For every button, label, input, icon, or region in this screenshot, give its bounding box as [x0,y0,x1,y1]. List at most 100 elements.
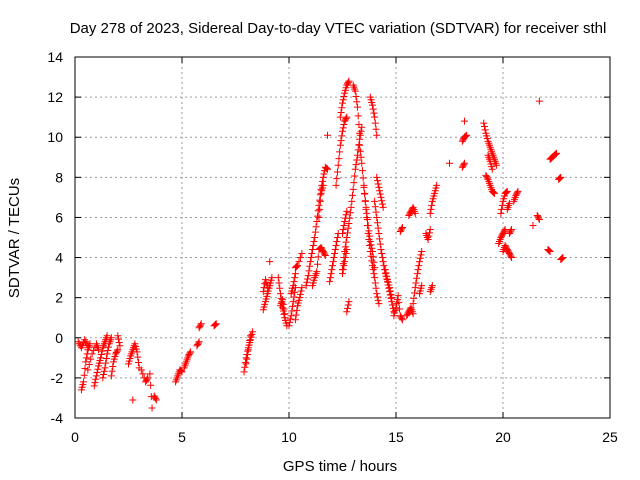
data-point [373,293,381,301]
data-point [134,359,142,367]
data-point [551,151,559,159]
data-point [290,293,298,301]
data-point [493,161,501,169]
data-point [93,369,101,377]
data-point [309,246,317,254]
data-point [303,278,311,286]
data-point [336,113,344,121]
data-point [244,346,252,354]
y-tick-label: -2 [51,370,64,386]
data-point [428,282,436,290]
data-point [417,251,425,259]
data-point [546,248,554,256]
data-point [339,124,347,132]
y-tick-label: 6 [55,209,63,225]
data-point [373,290,381,298]
data-point [356,147,364,155]
data-point [100,371,108,379]
data-point [103,332,111,340]
data-point [514,187,522,195]
data-point [343,229,351,237]
data-point [508,225,516,233]
data-point [275,279,283,287]
data-point [339,96,347,104]
data-point [367,241,375,249]
data-point [348,191,356,199]
data-point [488,165,496,173]
y-tick-label: 4 [55,250,63,266]
data-point [85,361,93,369]
data-point [427,205,435,213]
data-point [409,310,417,318]
data-point [344,78,352,86]
data-point [296,294,304,302]
data-point [92,372,100,380]
data-point [298,250,306,258]
data-point [365,227,373,235]
data-point [387,290,395,298]
data-point [98,347,106,355]
data-point [343,304,351,312]
data-point [383,272,391,280]
data-point [241,359,249,367]
data-point [324,165,332,173]
data-point [343,246,351,254]
y-tick-label: 10 [47,129,63,145]
data-point [345,77,353,85]
data-point [144,374,152,382]
data-point [291,270,299,278]
data-point [294,262,302,270]
data-point [279,296,287,304]
data-point [326,278,334,286]
data-point [483,174,491,182]
data-point [309,242,317,250]
y-tick-label: 0 [55,330,63,346]
data-point [369,105,377,113]
data-point [556,174,564,182]
data-point [369,253,377,261]
data-point [353,156,361,164]
data-point [314,212,322,220]
data-point [370,270,378,278]
data-point [195,338,203,346]
data-point [139,370,147,378]
data-point [81,365,89,373]
data-point [319,177,327,185]
x-tick-labels: 0 5 10 15 20 25 [71,429,618,445]
data-point [286,318,294,326]
data-point [347,203,355,211]
data-point [104,346,112,354]
data-point [350,179,358,187]
data-point [101,364,109,372]
data-point [334,168,342,176]
data-point [339,99,346,107]
data-point [82,354,90,362]
data-point [373,219,381,227]
data-point [373,177,381,185]
data-point [513,189,521,197]
data-point [558,254,566,262]
data-point [505,199,513,207]
data-point [378,200,386,208]
data-point [352,92,360,100]
data-point [344,301,352,309]
data-point [497,209,505,217]
data-point [409,300,417,308]
data-point [279,300,287,308]
data-point [314,207,322,215]
data-point [114,346,122,354]
data-point [339,270,346,278]
data-point [498,201,506,209]
data-point [461,133,469,141]
data-point [368,248,376,256]
data-point [291,274,299,282]
data-point [304,275,312,283]
data-point [116,342,124,350]
data-point [285,322,293,330]
data-point [316,197,324,205]
data-point [332,242,340,250]
data-point [90,382,98,390]
data-point [281,310,289,318]
data-point [535,214,543,222]
data-point [343,207,351,215]
